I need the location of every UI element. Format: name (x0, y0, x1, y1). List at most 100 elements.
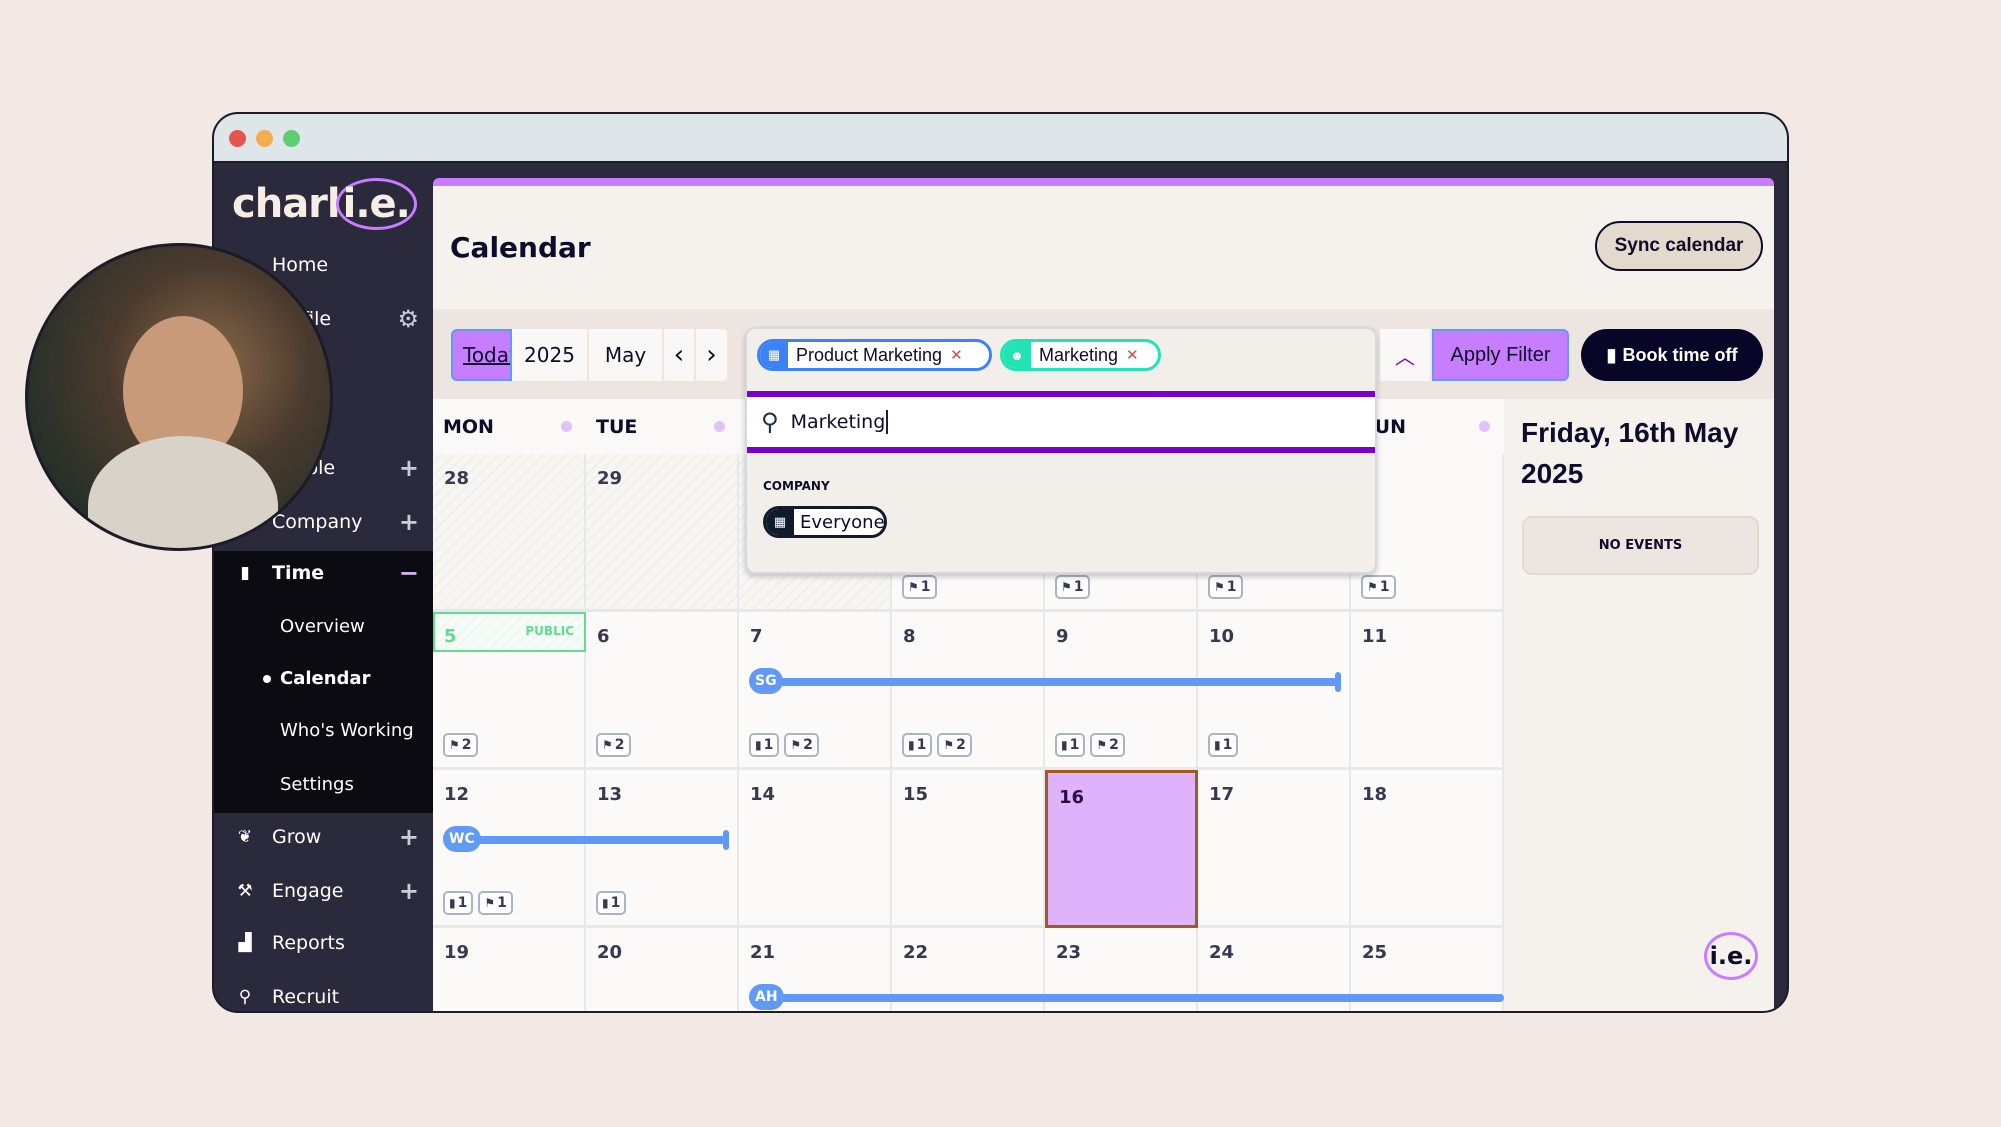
sidebar-item-grow[interactable]: ❦ Grow + (214, 814, 433, 860)
sidebar-subitem-settings[interactable]: Settings (280, 773, 354, 797)
time-off-event-sg[interactable]: SG (749, 668, 1341, 694)
calendar-day-14[interactable]: 14 (739, 770, 892, 928)
briefcase-count-badge[interactable]: ▮ 1 (596, 891, 627, 915)
flag-count-badge[interactable]: ⚑ 1 (478, 891, 513, 915)
badge-count: 1 (1379, 579, 1390, 595)
plant-icon: ❦ (237, 827, 253, 847)
filter-chip-marketing[interactable]: ☻ Marketing ✕ (1000, 339, 1161, 371)
expand-icon[interactable]: + (398, 454, 419, 482)
public-holiday-banner[interactable]: PUBLIC (433, 612, 586, 652)
collapse-icon[interactable]: − (398, 559, 419, 587)
month-selector[interactable]: May (589, 329, 664, 381)
next-month-button[interactable]: › (696, 329, 729, 381)
team-icon: ☻ (1003, 342, 1031, 368)
time-off-event-wc[interactable]: WC (443, 826, 729, 852)
calendar-day-16[interactable]: 16 (1045, 770, 1198, 928)
filter-search-input[interactable]: ⚲ Marketing (747, 391, 1375, 453)
flag-count-badge[interactable]: ⚑ 2 (784, 733, 819, 757)
year-selector[interactable]: 2025 (512, 329, 589, 381)
flag-count-badge[interactable]: ⚑ 1 (1208, 575, 1243, 599)
expand-icon[interactable]: + (398, 823, 419, 851)
prev-month-button[interactable]: ‹ (664, 329, 696, 381)
calendar-day-8[interactable]: 8 ▮ 1 ⚑ 2 (892, 612, 1045, 770)
calendar-day-29[interactable]: 29 (586, 454, 739, 612)
maximize-window-button[interactable] (283, 130, 300, 147)
briefcase-count-badge[interactable]: ▮ 1 (902, 733, 933, 757)
briefcase-icon: ▮ (1061, 738, 1068, 752)
day-number: 9 (1056, 626, 1069, 647)
calendar-day-6[interactable]: 6 ⚑ 2 (586, 612, 739, 770)
event-end-handle (723, 830, 729, 850)
status-dot (1479, 421, 1490, 432)
briefcase-icon: ▮ (755, 738, 762, 752)
flag-count-badge[interactable]: ⚑ 2 (596, 733, 631, 757)
sidebar-item-label: Company (272, 511, 363, 533)
day-number: 18 (1362, 784, 1388, 805)
close-window-button[interactable] (229, 130, 246, 147)
calendar-day-19[interactable]: 19 (433, 928, 586, 1011)
charlie-logo[interactable]: charliecharli.e. (232, 178, 417, 230)
briefcase-count-badge[interactable]: ▮ 1 (1208, 733, 1239, 757)
badge-count: 1 (497, 895, 507, 911)
filter-option-everyone[interactable]: ▦ Everyone (763, 506, 887, 538)
settings-icon[interactable]: ⚙ (397, 305, 419, 333)
day-number: 21 (750, 942, 776, 963)
calendar-day-9[interactable]: 9 ▮ 1 ⚑ 2 (1045, 612, 1198, 770)
apply-filter-button[interactable]: Apply Filter (1432, 329, 1569, 381)
building-icon: ▦ (766, 509, 794, 535)
flag-icon: ⚑ (1061, 580, 1072, 594)
calendar-day-28[interactable]: 28 (433, 454, 586, 612)
user-photo (25, 243, 333, 551)
recruit-icon: ⚲ (238, 987, 252, 1007)
today-button[interactable]: Today (451, 329, 512, 381)
badge-count: 2 (461, 737, 472, 753)
flag-count-badge[interactable]: ⚑ 1 (902, 575, 937, 599)
remove-chip-icon[interactable]: ✕ (950, 347, 963, 364)
briefcase-icon: ▮ (1214, 738, 1221, 752)
briefcase-count-badge[interactable]: ▮ 1 (443, 891, 474, 915)
day-number: 24 (1209, 942, 1235, 963)
sidebar-item-engage[interactable]: ⚒ Engage + (214, 868, 433, 914)
expand-icon[interactable]: + (398, 508, 419, 536)
calendar-day-10[interactable]: 10 ▮ 1 (1198, 612, 1351, 770)
sync-calendar-button[interactable]: Sync calendar (1595, 221, 1763, 271)
sidebar-item-label: Grow (272, 826, 322, 848)
sidebar-item-recruit[interactable]: ⚲ Recruit (214, 974, 433, 1011)
weekday-header-tue: TUE (586, 399, 739, 454)
calendar-day-13[interactable]: 13 ▮ 1 (586, 770, 739, 928)
day-number: 14 (750, 784, 776, 805)
chip-label: Marketing (1039, 344, 1119, 365)
calendar-day-11[interactable]: 11 (1351, 612, 1504, 770)
calendar-day-15[interactable]: 15 (892, 770, 1045, 928)
briefcase-count-badge[interactable]: ▮ 1 (749, 733, 780, 757)
sidebar-subitem-who-s-working[interactable]: Who's Working (280, 719, 414, 743)
day-number: 13 (597, 784, 623, 805)
badge-count: 1 (610, 895, 621, 911)
minimize-window-button[interactable] (256, 130, 273, 147)
book-time-off-button[interactable]: ▮ Book time off (1581, 329, 1763, 381)
subitem-label: Overview (280, 616, 365, 637)
expand-icon[interactable]: + (398, 877, 419, 905)
flag-count-badge[interactable]: ⚑ 2 (443, 733, 478, 757)
collapse-filter-button[interactable]: ︿ (1380, 329, 1432, 381)
calendar-day-18[interactable]: 18 (1351, 770, 1504, 928)
sidebar-item-time[interactable]: ▮ Time − (214, 550, 433, 596)
weekday-header-mon: MON (433, 399, 586, 454)
calendar-day-5[interactable]: PUBLIC 5 ⚑ 2 (433, 612, 586, 770)
badge-count: 2 (614, 737, 625, 753)
day-number: 15 (903, 784, 929, 805)
calendar-day-17[interactable]: 17 (1198, 770, 1351, 928)
sidebar-item-reports[interactable]: ▟ Reports (214, 920, 433, 966)
remove-chip-icon[interactable]: ✕ (1126, 347, 1139, 364)
filter-chip-product-marketing[interactable]: ▦ Product Marketing ✕ (757, 339, 992, 371)
flag-count-badge[interactable]: ⚑ 2 (1090, 733, 1125, 757)
flag-count-badge[interactable]: ⚑ 1 (1361, 575, 1396, 599)
calendar-day-20[interactable]: 20 (586, 928, 739, 1011)
employee-initials: AH (749, 984, 784, 1010)
flag-count-badge[interactable]: ⚑ 2 (937, 733, 972, 757)
flag-count-badge[interactable]: ⚑ 1 (1055, 575, 1090, 599)
sidebar-subitem-overview[interactable]: Overview (280, 615, 365, 639)
time-off-event-ah[interactable]: AH (749, 984, 1504, 1010)
briefcase-count-badge[interactable]: ▮ 1 (1055, 733, 1086, 757)
sidebar-subitem-calendar[interactable]: Calendar (263, 667, 370, 691)
